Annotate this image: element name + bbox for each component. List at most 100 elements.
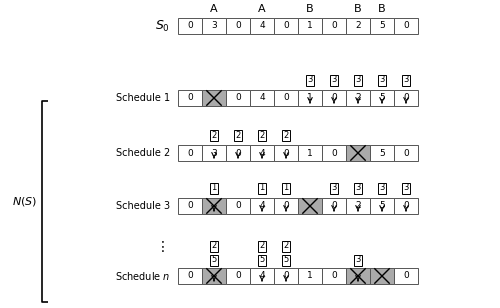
Bar [202,145,226,161]
Text: 3: 3 [404,75,408,84]
Text: ⋮: ⋮ [156,240,170,254]
Text: 0: 0 [403,271,409,281]
Bar [370,198,394,214]
Bar [250,198,274,214]
Text: 5: 5 [379,22,385,30]
Bar [298,90,322,106]
Text: 1: 1 [212,184,216,192]
Bar [322,18,346,34]
Text: 3: 3 [380,75,384,84]
Text: 3: 3 [356,75,360,84]
Bar [322,198,346,214]
Bar [274,268,298,284]
Bar [322,145,346,161]
Text: 3: 3 [308,75,312,84]
Text: 2: 2 [284,241,288,250]
Text: 3: 3 [332,75,336,84]
Text: B: B [306,4,314,14]
Text: 2: 2 [355,94,361,103]
Bar [346,145,370,161]
Bar [346,198,370,214]
Bar [226,268,250,284]
Bar [226,90,250,106]
Text: 0: 0 [403,201,409,210]
Text: 0: 0 [283,201,289,210]
Text: 0: 0 [283,148,289,157]
Text: 0: 0 [235,271,241,281]
Bar [394,90,418,106]
Text: 0: 0 [283,22,289,30]
Text: 0: 0 [235,94,241,103]
Bar [394,268,418,284]
Bar [274,198,298,214]
Bar [274,18,298,34]
Text: 4: 4 [259,271,265,281]
Text: 0: 0 [331,271,337,281]
Text: Schedule $n$: Schedule $n$ [114,270,170,282]
Bar [370,145,394,161]
Text: 3: 3 [356,184,360,192]
Text: 5: 5 [284,256,288,265]
Text: 0: 0 [235,201,241,210]
Bar [274,145,298,161]
Text: 1: 1 [307,271,313,281]
Bar [250,18,274,34]
Bar [226,198,250,214]
Bar [298,18,322,34]
Text: 0: 0 [283,271,289,281]
Text: 0: 0 [187,148,193,157]
Text: $S_0$: $S_0$ [155,18,170,34]
Text: 2: 2 [355,201,361,210]
Text: 0: 0 [403,22,409,30]
Bar [370,268,394,284]
Bar [250,145,274,161]
Bar [178,268,202,284]
Text: 3: 3 [211,22,217,30]
Text: 5: 5 [212,256,216,265]
Bar [226,145,250,161]
Bar [370,18,394,34]
Text: 0: 0 [235,22,241,30]
Bar [178,90,202,106]
Text: 1: 1 [284,184,288,192]
Text: 2: 2 [355,22,361,30]
Bar [394,145,418,161]
Text: 0: 0 [187,201,193,210]
Text: 1: 1 [307,148,313,157]
Text: 4: 4 [259,94,265,103]
Bar [178,145,202,161]
Bar [346,90,370,106]
Text: 3: 3 [211,148,217,157]
Text: 5: 5 [379,148,385,157]
Bar [202,90,226,106]
Text: 3: 3 [356,256,360,265]
Text: $N(S)$: $N(S)$ [12,195,37,208]
Text: 0: 0 [187,94,193,103]
Text: 1: 1 [260,184,264,192]
Text: 0: 0 [403,94,409,103]
Bar [298,198,322,214]
Bar [322,90,346,106]
Bar [346,268,370,284]
Text: B: B [378,4,386,14]
Bar [394,18,418,34]
Bar [346,18,370,34]
Text: 4: 4 [259,201,265,210]
Text: 2: 2 [236,131,240,140]
Text: 1: 1 [307,94,313,103]
Bar [274,90,298,106]
Text: Schedule 1: Schedule 1 [116,93,170,103]
Text: 0: 0 [187,22,193,30]
Text: 2: 2 [212,131,216,140]
Text: 0: 0 [331,201,337,210]
Bar [298,268,322,284]
Text: 3: 3 [332,184,336,192]
Text: 0: 0 [331,94,337,103]
Text: 3: 3 [404,184,408,192]
Text: 0: 0 [235,148,241,157]
Bar [202,268,226,284]
Bar [178,18,202,34]
Bar [370,90,394,106]
Text: 0: 0 [283,94,289,103]
Text: 5: 5 [379,201,385,210]
